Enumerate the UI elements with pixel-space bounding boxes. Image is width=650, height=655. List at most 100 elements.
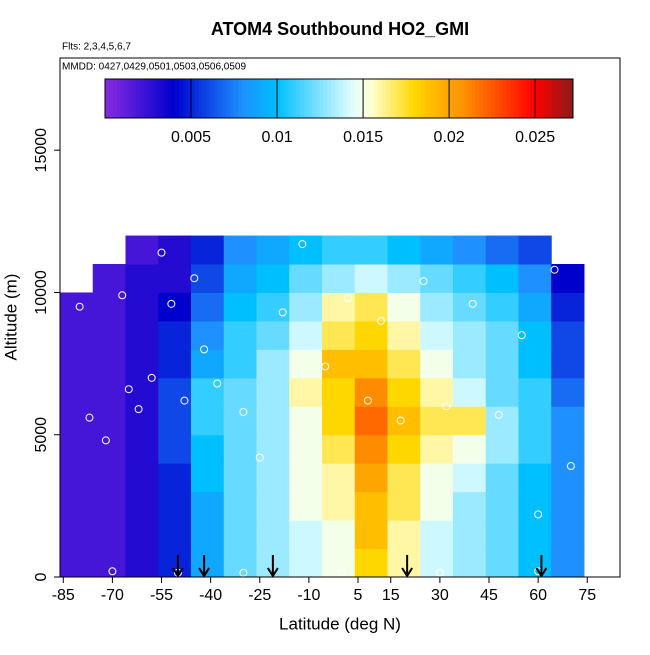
heat-cell <box>387 349 421 379</box>
heat-cell <box>420 292 454 322</box>
colorbar-segment <box>284 79 289 118</box>
observation-point <box>550 265 559 274</box>
colorbar-segment <box>424 79 430 118</box>
colorbar-segment <box>420 79 426 118</box>
heat-cell <box>289 463 323 493</box>
arrow-head <box>401 567 413 578</box>
heat-cell <box>60 320 94 350</box>
heat-cell <box>60 377 94 407</box>
heat-cell <box>551 434 585 464</box>
heat-cell <box>354 491 388 521</box>
heat-cell <box>289 491 323 521</box>
heat-cell <box>289 377 323 407</box>
colorbar-segment <box>342 79 348 118</box>
colorbar-segment <box>147 79 153 118</box>
heat-cell <box>190 406 225 436</box>
colorbar-segment <box>311 79 317 118</box>
colorbar-segment <box>459 79 465 118</box>
heat-cell <box>321 434 356 464</box>
heat-cell <box>92 491 126 521</box>
arrow-head <box>172 567 184 578</box>
observation-point <box>494 410 503 419</box>
observation-point <box>337 568 346 577</box>
heat-cell <box>485 491 519 521</box>
colorbar-segment <box>534 79 539 118</box>
heat-cell <box>256 434 290 464</box>
heat-cell <box>256 377 290 407</box>
y-tick-label: 10000 <box>33 270 50 315</box>
colorbar-segment <box>237 79 242 118</box>
colorbar-segment <box>506 79 512 118</box>
heat-cell <box>92 406 126 436</box>
colorbar-segment <box>452 79 457 118</box>
heat-cell <box>387 463 421 493</box>
heat-cell <box>452 520 487 550</box>
x-tick-label: 75 <box>578 587 596 604</box>
x-tick-label: -70 <box>101 587 124 604</box>
heat-cell <box>190 320 225 350</box>
colorbar-segment <box>545 79 551 118</box>
x-tick-label: -25 <box>248 587 271 604</box>
observation-point <box>321 362 330 371</box>
colorbar-segment <box>456 79 461 118</box>
heat-cell <box>321 377 356 407</box>
colorbar-segment <box>296 79 301 118</box>
heat-cell <box>321 520 356 550</box>
heat-cell <box>354 292 388 322</box>
heat-cell <box>125 235 159 265</box>
heat-cell <box>60 548 94 578</box>
heat-cell <box>321 406 356 436</box>
arrow <box>172 555 184 578</box>
plot-frame <box>59 57 621 578</box>
heat-cell <box>256 349 290 379</box>
heat-cell <box>518 235 552 265</box>
heat-cell <box>223 264 257 293</box>
colorbar-segment <box>307 79 313 118</box>
colorbar-segment <box>319 79 324 118</box>
observation-point <box>190 274 199 283</box>
colorbar-segment <box>397 79 402 118</box>
colorbar-segment <box>276 79 281 118</box>
heat-cell <box>354 406 388 436</box>
y-tick-label: 15000 <box>33 128 50 173</box>
observation-point <box>566 462 575 471</box>
heat-cell <box>223 292 257 322</box>
colorbar-segment <box>222 79 227 118</box>
arrow <box>198 555 210 578</box>
arrow <box>267 555 279 578</box>
colorbar-segment <box>366 79 371 118</box>
heat-cell <box>518 434 552 464</box>
colorbar-segment <box>467 79 473 118</box>
heat-cell <box>485 264 519 293</box>
arrow <box>535 555 548 578</box>
colorbar-segment <box>537 79 543 118</box>
colorbar-segment <box>155 79 161 118</box>
colorbar-segment <box>136 79 141 118</box>
colorbar-segment <box>327 79 332 118</box>
heat-cell <box>485 320 519 350</box>
colorbar-segment <box>471 79 476 118</box>
colorbar-segment <box>354 79 359 118</box>
colorbar-segment <box>522 79 527 118</box>
heat-cell <box>518 320 552 350</box>
heat-cell <box>420 491 454 521</box>
heat-cell <box>321 264 356 293</box>
observation-point <box>134 405 143 414</box>
heat-cell <box>551 548 585 578</box>
observation-point <box>200 345 209 354</box>
heat-cell <box>518 292 552 322</box>
x-tick-label: 30 <box>431 587 449 604</box>
colorbar-segment <box>249 79 254 118</box>
heat-cell <box>158 434 192 464</box>
heat-cell <box>223 377 257 407</box>
colorbar-segment <box>245 79 250 118</box>
observation-point <box>419 277 428 286</box>
heat-cell <box>321 491 356 521</box>
colorbar-segment <box>163 79 168 118</box>
observation-point <box>108 567 117 576</box>
colorbar-segment <box>440 79 445 118</box>
colorbar-segment <box>292 79 297 118</box>
colorbar-segment <box>463 79 469 118</box>
heat-cell <box>190 491 225 521</box>
